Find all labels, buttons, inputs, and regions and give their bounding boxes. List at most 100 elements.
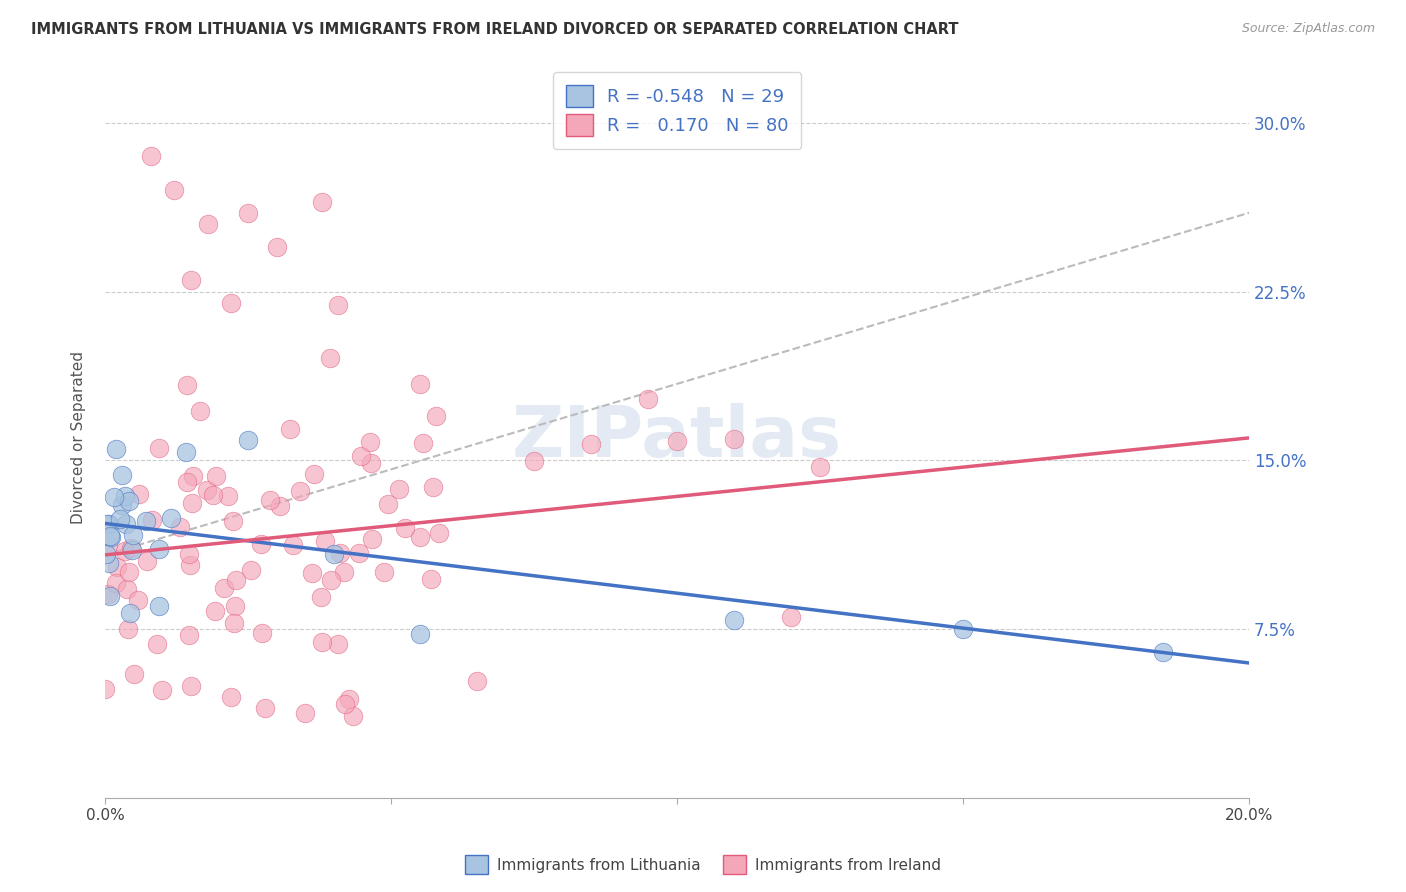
Point: [179, 558, 201, 573]
Point: [314, 534, 336, 549]
Point: [224, 599, 246, 613]
Point: [422, 480, 444, 494]
Point: [141, 513, 163, 527]
Point: [360, 456, 382, 470]
Point: [181, 469, 204, 483]
Legend: R = -0.548   N = 29, R =   0.170   N = 80: R = -0.548 N = 29, R = 0.170 N = 80: [553, 72, 801, 149]
Point: [180, 495, 202, 509]
Y-axis label: Divorced or Separated: Divorced or Separated: [72, 351, 86, 524]
Point: [328, 637, 350, 651]
Point: [278, 421, 301, 435]
Point: [224, 616, 246, 631]
Point: [98, 589, 121, 603]
Point: [98, 516, 121, 531]
Point: [239, 563, 262, 577]
Point: [322, 547, 344, 561]
Point: [311, 635, 333, 649]
Point: [105, 560, 128, 574]
Point: [329, 546, 352, 560]
Point: [136, 554, 159, 568]
Point: [179, 548, 201, 562]
Point: [419, 572, 441, 586]
Point: [723, 613, 745, 627]
Point: [388, 482, 411, 496]
Point: [780, 610, 803, 624]
Point: [188, 404, 211, 418]
Point: [127, 592, 149, 607]
Point: [808, 460, 831, 475]
Point: [409, 531, 432, 545]
Point: [128, 487, 150, 501]
Point: [98, 529, 121, 543]
Point: [111, 468, 134, 483]
Point: [581, 437, 603, 451]
Point: [100, 530, 122, 544]
Point: [408, 626, 430, 640]
Point: [342, 709, 364, 723]
Point: [377, 497, 399, 511]
Point: [115, 517, 138, 532]
Point: [111, 499, 134, 513]
Point: [328, 297, 350, 311]
Point: [148, 599, 170, 613]
Point: [269, 499, 291, 513]
Point: [104, 576, 127, 591]
Point: [266, 239, 288, 253]
Point: [219, 295, 242, 310]
Point: [176, 475, 198, 489]
Point: [139, 149, 162, 163]
Point: [159, 511, 181, 525]
Point: [319, 351, 342, 365]
Point: [197, 483, 219, 498]
Point: [236, 434, 259, 448]
Point: [121, 542, 143, 557]
Point: [319, 573, 342, 587]
Point: [427, 525, 450, 540]
Point: [98, 556, 121, 570]
Point: [108, 512, 131, 526]
Text: ZIPatlas: ZIPatlas: [512, 403, 842, 473]
Point: [177, 628, 200, 642]
Point: [952, 622, 974, 636]
Point: [150, 683, 173, 698]
Point: [162, 183, 184, 197]
Point: [350, 449, 373, 463]
Point: [361, 532, 384, 546]
Point: [97, 538, 120, 552]
Point: [236, 206, 259, 220]
Point: [197, 217, 219, 231]
Point: [373, 565, 395, 579]
Point: [339, 691, 361, 706]
Point: [94, 548, 117, 562]
Point: [394, 521, 416, 535]
Point: [425, 409, 447, 424]
Point: [335, 697, 357, 711]
Point: [409, 376, 432, 391]
Point: [180, 273, 202, 287]
Point: [309, 590, 332, 604]
Point: [148, 542, 170, 557]
Point: [249, 537, 271, 551]
Point: [146, 637, 169, 651]
Point: [302, 467, 325, 481]
Point: [96, 516, 118, 531]
Point: [332, 565, 354, 579]
Point: [217, 489, 239, 503]
Point: [666, 434, 689, 448]
Point: [114, 544, 136, 558]
Point: [290, 483, 312, 498]
Text: Source: ZipAtlas.com: Source: ZipAtlas.com: [1241, 22, 1375, 36]
Point: [252, 625, 274, 640]
Point: [222, 514, 245, 528]
Point: [122, 667, 145, 681]
Point: [135, 514, 157, 528]
Point: [201, 488, 224, 502]
Point: [723, 432, 745, 446]
Point: [117, 623, 139, 637]
Point: [104, 442, 127, 457]
Point: [169, 519, 191, 533]
Point: [94, 682, 117, 697]
Point: [174, 444, 197, 458]
Point: [97, 587, 120, 601]
Point: [120, 541, 142, 555]
